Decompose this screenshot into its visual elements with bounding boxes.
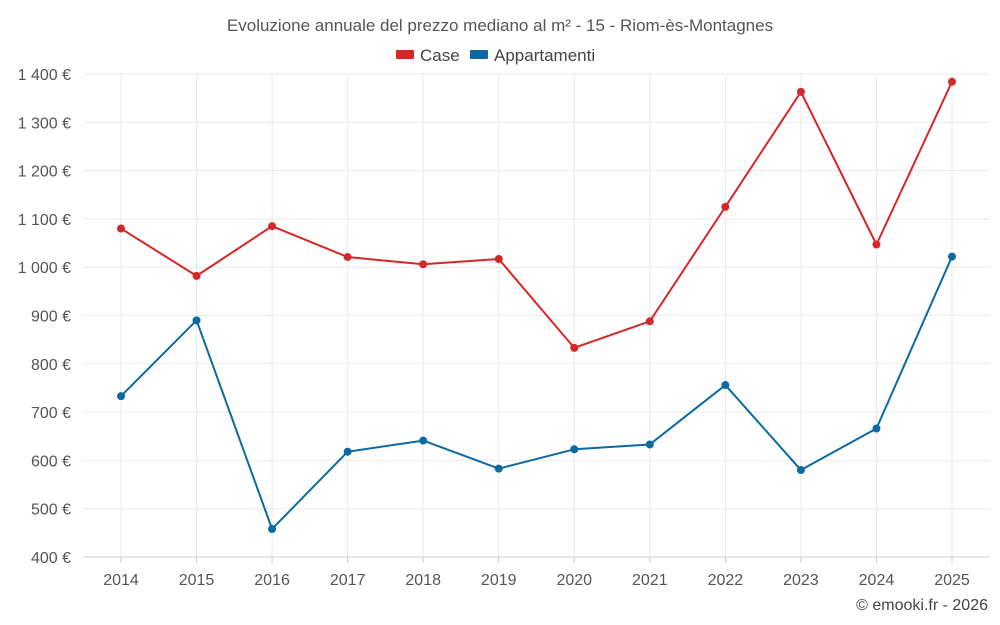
x-tick-label: 2018 — [405, 572, 441, 589]
y-tick-label: 1 200 € — [18, 164, 71, 181]
data-point-appartamenti[interactable] — [872, 424, 881, 433]
data-point-appartamenti[interactable] — [494, 464, 503, 473]
y-tick-label: 500 € — [31, 502, 71, 519]
x-tick-label: 2020 — [556, 572, 592, 589]
data-point-case[interactable] — [117, 224, 125, 233]
legend-swatch-appartamenti — [470, 50, 488, 59]
data-point-appartamenti[interactable] — [117, 392, 125, 401]
data-point-case[interactable] — [645, 317, 654, 326]
y-tick-label: 1 400 € — [18, 67, 71, 84]
data-point-appartamenti[interactable] — [721, 381, 730, 390]
y-tick-label: 900 € — [31, 309, 71, 326]
legend-swatch-case — [396, 50, 414, 59]
data-point-case[interactable] — [494, 254, 503, 263]
y-tick-label: 700 € — [31, 405, 71, 422]
x-tick-label: 2021 — [632, 572, 668, 589]
y-tick-label: 1 000 € — [18, 260, 71, 277]
x-tick-label: 2014 — [103, 572, 139, 589]
y-tick-label: 1 100 € — [18, 212, 71, 229]
data-point-case[interactable] — [872, 240, 881, 249]
legend: Case Appartamenti — [396, 46, 595, 65]
series-line-case — [120, 81, 953, 349]
x-tick-label: 2015 — [179, 572, 215, 589]
data-point-appartamenti[interactable] — [948, 252, 956, 261]
data-point-case[interactable] — [419, 260, 428, 269]
data-point-appartamenti[interactable] — [268, 524, 277, 533]
data-point-case[interactable] — [268, 222, 277, 231]
data-point-case[interactable] — [343, 253, 352, 262]
series — [117, 77, 956, 533]
legend-label-appartamenti: Appartamenti — [494, 46, 595, 65]
data-point-case[interactable] — [796, 87, 805, 96]
chart-title: Evoluzione annuale del prezzo mediano al… — [227, 16, 773, 35]
data-point-appartamenti[interactable] — [419, 436, 428, 445]
legend-label-case: Case — [420, 46, 460, 65]
axes: 400 € 500 € 600 € 700 € 800 € 900 € 1 000 € 1 1… — [18, 67, 990, 589]
data-point-appartamenti[interactable] — [343, 447, 352, 456]
x-tick-label: 2016 — [254, 572, 290, 589]
x-tick-label: 2023 — [783, 572, 819, 589]
data-point-appartamenti[interactable] — [192, 316, 201, 325]
x-tick-label: 2017 — [330, 572, 366, 589]
x-tick-label: 2022 — [708, 572, 744, 589]
series-line-appartamenti — [120, 256, 953, 530]
x-tick-label: 2025 — [934, 572, 970, 589]
y-tick-label: 400 € — [31, 550, 71, 567]
x-tick-label: 2024 — [859, 572, 895, 589]
data-point-appartamenti[interactable] — [645, 440, 654, 449]
data-point-appartamenti[interactable] — [796, 466, 805, 475]
data-point-case[interactable] — [570, 343, 579, 352]
data-point-case[interactable] — [721, 202, 730, 211]
credit-text: © emooki.fr - 2026 — [856, 597, 988, 614]
grid — [83, 73, 990, 558]
y-tick-label: 800 € — [31, 357, 71, 374]
y-tick-label: 1 300 € — [18, 115, 71, 132]
x-tick-label: 2019 — [481, 572, 517, 589]
data-point-appartamenti[interactable] — [570, 445, 579, 454]
y-tick-label: 600 € — [31, 453, 71, 470]
data-point-case[interactable] — [192, 271, 201, 280]
data-point-case[interactable] — [948, 77, 956, 86]
